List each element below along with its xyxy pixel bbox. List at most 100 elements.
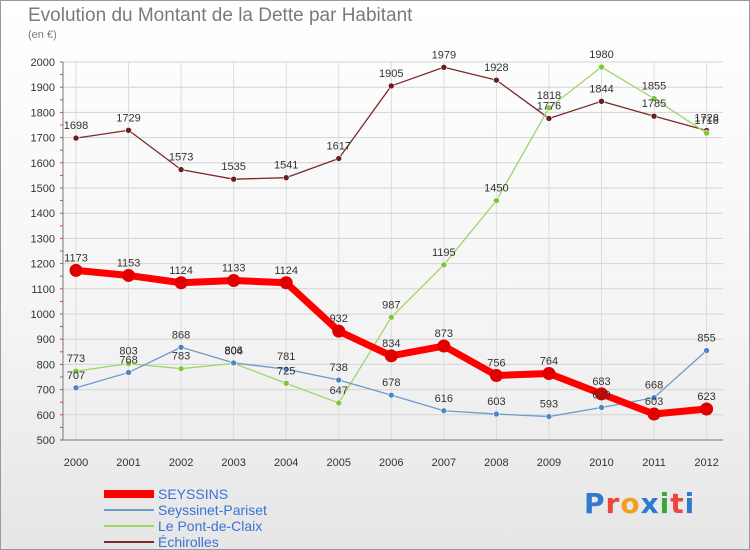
logo-letter: i [684,487,696,520]
data-label: 1785 [642,98,666,110]
x-tick-label: 2007 [432,457,456,469]
y-tick-label: 1900 [31,82,55,94]
data-label: 781 [277,351,295,363]
legend-item: Seyssinet-Pariset [104,503,267,517]
data-label: 668 [645,380,663,392]
x-tick-label: 2011 [642,457,666,469]
data-point-seyssins [69,263,83,277]
y-tick-label: 1100 [31,284,55,296]
data-point-le-pont-de-claix [703,129,710,137]
data-label: 868 [172,329,190,341]
legend-label: Seyssinet-Pariset [158,502,267,518]
data-point-echirolles [440,63,448,71]
data-point-le-pont-de-claix [545,104,553,112]
y-tick-label: 1000 [31,309,55,321]
data-label: 1535 [221,161,245,173]
data-point-seyssinet-pariset [230,359,237,367]
data-point-le-pont-de-claix [72,367,80,375]
data-label: 932 [330,313,348,325]
data-point-seyssins [542,366,556,380]
data-label: 803 [119,346,137,358]
x-tick-label: 2001 [116,457,140,469]
legend-swatch [104,509,154,511]
logo-letter: P [584,487,606,520]
data-point-echirolles [72,134,80,142]
data-point-le-pont-de-claix [125,360,132,367]
data-label: 707 [67,370,85,382]
data-point-echirolles [545,115,553,122]
data-label: 1617 [327,141,351,153]
data-point-echirolles [493,76,500,84]
data-point-le-pont-de-claix [282,379,290,387]
data-point-seyssins [122,268,136,282]
data-label: 783 [172,351,190,363]
y-tick-label: 600 [37,410,55,422]
legend-item: SEYSSINS [104,487,228,501]
axes: 500 600 700 800 900 1000 1100 1200 1300 1400 1500 1… [31,57,723,469]
proxiti-logo: Proxiti [584,487,695,520]
data-label: 764 [540,355,558,367]
data-point-le-pont-de-claix [387,313,395,321]
data-label: 1818 [537,90,561,102]
y-tick-label: 1200 [31,259,55,271]
data-point-echirolles [387,82,395,90]
data-label: 873 [435,328,453,340]
data-label: 804 [224,345,242,357]
legend-item: Échirolles [104,535,219,549]
data-label: 678 [382,377,400,389]
data-label: 756 [487,357,505,369]
data-point-seyssinet-pariset [282,365,290,373]
data-label: 725 [277,365,295,377]
y-tick-label: 1800 [31,107,55,119]
data-label: 1928 [484,62,508,74]
data-label: 623 [697,391,715,403]
data-point-seyssinet-pariset [335,376,343,384]
data-label: 616 [435,393,453,405]
data-point-le-pont-de-claix [598,63,605,71]
data-point-seyssins [700,402,714,416]
logo-letter: x [640,487,660,520]
chart-subtitle: (en €) [28,29,57,41]
data-label: 1855 [642,81,666,93]
data-label: 683 [592,376,610,388]
data-point-seyssins [227,273,241,287]
logo-letter: r [605,487,621,520]
grid [63,61,723,441]
x-tick-label: 2009 [537,457,561,469]
data-point-seyssinet-pariset [125,369,132,376]
data-label: 603 [487,396,505,408]
data-point-echirolles [282,174,290,181]
data-label: 1729 [116,112,140,124]
y-tick-label: 1600 [31,158,55,170]
data-label: 1173 [64,252,88,264]
series-lines [69,63,714,421]
data-point-seyssins [647,407,661,421]
x-tick-label: 2010 [589,457,613,469]
data-point-echirolles [230,175,237,183]
data-label: 738 [330,362,348,374]
data-label: 1718 [694,115,718,127]
data-point-echirolles [177,166,185,173]
data-label: 1541 [274,160,298,172]
data-point-seyssins [279,276,293,290]
data-point-seyssinet-pariset [440,407,448,415]
data-point-seyssins [595,387,608,401]
data-label: 1980 [589,49,613,61]
logo-letter: o [620,487,641,520]
data-point-seyssinet-pariset [177,343,185,351]
data-label: 1573 [169,152,193,164]
legend-label: SEYSSINS [158,486,229,502]
data-label: 1153 [117,257,141,269]
data-point-echirolles [598,98,605,105]
data-label: 855 [697,333,715,345]
data-label: 1450 [484,183,508,195]
y-tick-label: 1400 [31,208,55,220]
logo-letter: t [670,487,685,520]
data-label: 1776 [537,100,561,112]
logo-letter: i [659,487,671,520]
data-point-seyssinet-pariset [545,413,553,420]
data-point-le-pont-de-claix [493,197,500,204]
data-label: 647 [330,385,348,397]
